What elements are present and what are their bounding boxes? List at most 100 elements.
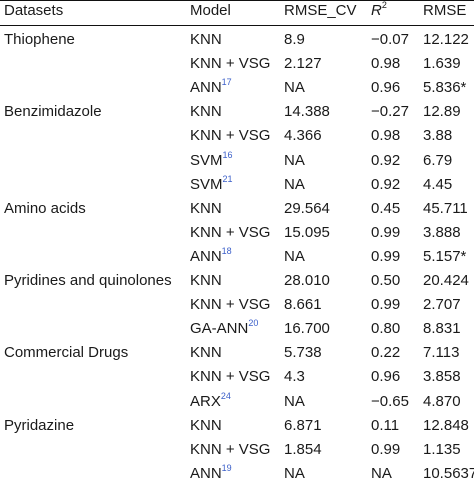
- rmse-cell: 12.122: [423, 31, 469, 48]
- rmse-cell: 5.157*: [423, 247, 467, 265]
- r2-cell: 0.96: [371, 368, 401, 386]
- model-cell: KNN + VSG: [190, 124, 270, 148]
- header-model: Model: [190, 2, 231, 19]
- rmse-cell: 2.707: [423, 296, 461, 314]
- r2-cell: 0.80: [371, 320, 401, 338]
- rmse-cell: 3.888: [423, 223, 461, 241]
- table-row: KNN + VSG 15.095 0.99 3.888: [0, 221, 474, 245]
- model-cell: KNN + VSG: [190, 293, 270, 317]
- model-label: KNN: [190, 199, 222, 217]
- model-cell: KNN: [190, 28, 222, 52]
- rmse-cell: 1.639: [423, 55, 461, 73]
- model-cell: KNN + VSG: [190, 438, 270, 462]
- rmse-cell: 45.711: [423, 199, 468, 217]
- rmse-cv-cell: 4.366: [284, 127, 322, 145]
- rmse-cv-cell: 4.3: [284, 368, 305, 386]
- r2-cell: 0.98: [371, 127, 401, 145]
- table-row: KNN + VSG 4.3 0.96 3.858: [0, 365, 474, 389]
- r2-cell: −0.07: [371, 31, 409, 48]
- r2-cell: 0.92: [371, 175, 401, 193]
- table-row: ANN17 NA 0.96 5.836*: [0, 76, 474, 100]
- reference-link[interactable]: 18: [221, 245, 232, 256]
- rmse-cv-cell: NA: [284, 175, 305, 193]
- header-datasets: Datasets: [4, 2, 64, 19]
- rmse-cv-cell: NA: [284, 151, 305, 169]
- r2-cell: 0.99: [371, 440, 401, 458]
- rmse-cv-cell: 8.661: [284, 296, 322, 314]
- model-cell: ARX24: [190, 390, 231, 414]
- rmse-cell: 1.135: [423, 440, 461, 458]
- model-label: KNN: [190, 272, 222, 289]
- model-label: KNN + VSG: [190, 440, 271, 458]
- dataset-cell: Thiophene: [4, 31, 75, 48]
- r2-cell: 0.99: [371, 247, 401, 265]
- table-row: KNN + VSG 4.366 0.98 3.88: [0, 124, 474, 148]
- model-label: KNN + VSG: [190, 296, 271, 314]
- table-row: ARX24 NA −0.65 4.870: [0, 390, 474, 414]
- table-row: ANN18 NA 0.99 5.157*: [0, 245, 474, 269]
- reference-link[interactable]: 19: [221, 462, 232, 473]
- rmse-cell: 4.45: [423, 175, 453, 193]
- model-label: SVM: [190, 175, 223, 193]
- r2-cell: 0.99: [371, 296, 401, 314]
- model-cell: SVM16: [190, 149, 233, 173]
- header-rule: [0, 25, 474, 26]
- r2-cell: −0.27: [371, 103, 409, 121]
- rmse-cell: 12.89: [423, 103, 461, 121]
- model-cell: KNN: [190, 341, 222, 365]
- rmse-cell: 5.836*: [423, 79, 467, 97]
- model-label: KNN: [190, 344, 222, 362]
- r2-cell: 0.96: [371, 79, 401, 97]
- model-label: ANN: [190, 247, 222, 265]
- table-top-rule: [0, 0, 474, 1]
- dataset-cell: Pyridines and quinolones: [4, 272, 172, 289]
- model-cell: GA-ANN20: [190, 317, 258, 341]
- model-label: GA-ANN: [190, 320, 249, 338]
- rmse-cv-cell: 2.127: [284, 55, 322, 73]
- model-label: KNN + VSG: [190, 223, 271, 241]
- r2-cell: 0.98: [371, 55, 401, 73]
- rmse-cv-cell: 8.9: [284, 31, 305, 48]
- r2-cell: 0.99: [371, 223, 401, 241]
- rmse-cell: 7.113: [423, 344, 460, 362]
- r2-cell: 0.50: [371, 272, 401, 289]
- rmse-cell: 4.870: [423, 392, 461, 410]
- table-row: KNN + VSG 1.854 0.99 1.135: [0, 438, 474, 462]
- reference-link[interactable]: 20: [248, 318, 259, 329]
- rmse-cv-cell: 29.564: [284, 199, 330, 217]
- table-row: SVM16 NA 0.92 6.79: [0, 149, 474, 173]
- rmse-cv-cell: 1.854: [284, 440, 322, 458]
- rmse-cv-cell: NA: [284, 79, 305, 97]
- model-cell: KNN: [190, 414, 222, 438]
- rmse-cv-cell: 6.871: [284, 416, 322, 434]
- r2-cell: 0.45: [371, 199, 401, 217]
- r2-cell: 0.22: [371, 344, 401, 362]
- model-label: KNN: [190, 416, 222, 434]
- rmse-cv-cell: 16.700: [284, 320, 330, 338]
- reference-link[interactable]: 21: [222, 173, 233, 184]
- rmse-cv-cell: NA: [284, 247, 305, 265]
- reference-link[interactable]: 16: [222, 149, 233, 160]
- rmse-cell: 6.79: [423, 151, 453, 169]
- model-label: KNN + VSG: [190, 127, 271, 145]
- model-cell: KNN: [190, 197, 222, 221]
- model-label: SVM: [190, 151, 223, 169]
- rmse-cell: 12.848: [423, 416, 469, 434]
- model-cell: KNN: [190, 269, 222, 293]
- table-row: KNN + VSG 8.661 0.99 2.707: [0, 293, 474, 317]
- header-rmse: RMSE: [423, 2, 467, 19]
- r2-cell: −0.65: [371, 392, 409, 410]
- rmse-cv-cell: 28.010: [284, 272, 330, 289]
- header-r2: R2: [371, 0, 387, 20]
- reference-link[interactable]: 24: [220, 390, 231, 401]
- dataset-cell: Amino acids: [4, 199, 86, 217]
- model-cell: KNN + VSG: [190, 365, 270, 389]
- model-label: ANN: [190, 464, 222, 482]
- model-cell: KNN: [190, 100, 222, 124]
- reference-link[interactable]: 17: [221, 77, 232, 88]
- table-row: KNN + VSG 2.127 0.98 1.639: [0, 52, 474, 76]
- model-label: KNN: [190, 31, 222, 48]
- model-label: KNN + VSG: [190, 55, 271, 73]
- table-row: Pyridines and quinolones KNN 28.010 0.50 20.…: [0, 269, 474, 293]
- table-row: Pyridazine KNN 6.871 0.11 12.848: [0, 414, 474, 438]
